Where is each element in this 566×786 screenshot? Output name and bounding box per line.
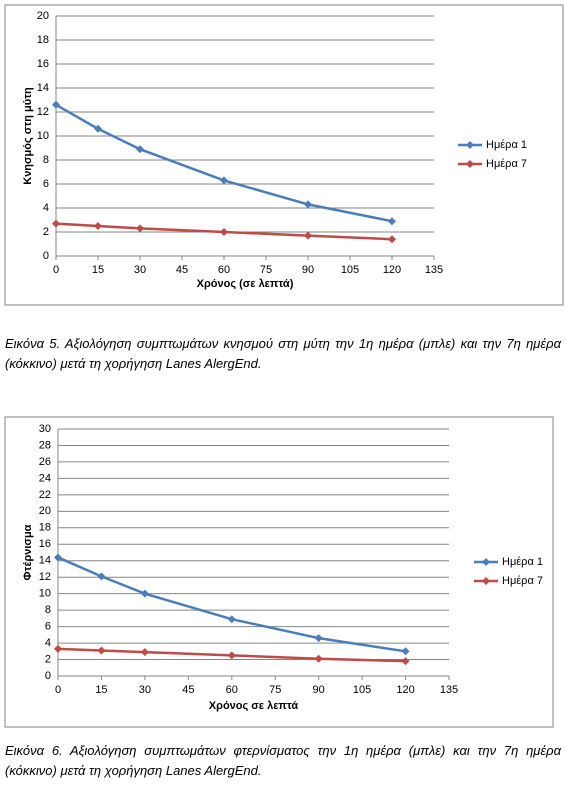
data-point <box>97 646 106 655</box>
data-point <box>54 553 62 562</box>
x-tick-label: 45 <box>182 684 194 696</box>
y-tick-label: 14 <box>37 82 49 94</box>
x-tick-label: 0 <box>55 684 61 696</box>
x-tick-label: 0 <box>53 264 59 276</box>
y-tick-label: 16 <box>37 58 49 70</box>
series-line <box>57 556 406 653</box>
x-tick-label: 105 <box>341 264 359 276</box>
data-point <box>97 572 106 581</box>
y-tick-label: 2 <box>43 226 49 238</box>
data-point <box>388 235 396 244</box>
data-point <box>54 644 62 653</box>
x-tick-label: 120 <box>396 684 414 696</box>
legend-marker <box>466 141 474 149</box>
x-axis-title: Χρόνος σε λεπτά <box>209 700 299 712</box>
y-tick-label: 6 <box>43 178 49 190</box>
data-point <box>94 124 102 133</box>
y-tick-label: 26 <box>39 456 51 468</box>
legend-label: Ημέρα 1 <box>486 139 527 151</box>
x-tick-label: 45 <box>176 264 188 276</box>
x-tick-label: 15 <box>95 684 107 696</box>
data-point <box>220 228 228 236</box>
data-point <box>388 217 396 226</box>
y-tick-label: 4 <box>45 637 51 649</box>
x-tick-label: 135 <box>425 264 443 276</box>
legend-label: Ημέρα 7 <box>502 575 543 587</box>
data-point <box>52 100 60 109</box>
x-tick-label: 15 <box>92 264 104 276</box>
data-point <box>304 231 312 240</box>
y-tick-label: 0 <box>45 670 51 682</box>
y-tick-label: 2 <box>45 653 51 665</box>
y-tick-label: 28 <box>39 439 51 451</box>
data-point <box>140 589 149 598</box>
y-tick-label: 24 <box>39 472 51 484</box>
x-tick-label: 90 <box>302 264 314 276</box>
y-tick-label: 18 <box>37 34 49 46</box>
data-point <box>314 634 323 643</box>
legend-label: Ημέρα 7 <box>486 158 527 170</box>
y-tick-label: 8 <box>45 604 51 616</box>
y-tick-label: 10 <box>39 588 51 600</box>
y-axis-title: Κνησμός στη μύτη <box>22 87 34 185</box>
data-point <box>136 224 144 233</box>
x-tick-label: 30 <box>134 264 146 276</box>
y-tick-label: 18 <box>39 522 51 534</box>
chart-frame <box>4 416 554 728</box>
data-point <box>227 651 236 660</box>
y-tick-label: 4 <box>43 202 49 214</box>
legend-marker <box>482 577 490 585</box>
y-tick-label: 30 <box>39 423 51 435</box>
x-tick-label: 30 <box>139 684 151 696</box>
y-tick-label: 14 <box>39 555 51 567</box>
caption: Εικόνα 5. Αξιολόγηση συμπτωμάτων κνησμού… <box>5 336 561 371</box>
series-line <box>55 103 393 223</box>
x-tick-label: 135 <box>440 684 458 696</box>
y-tick-label: 0 <box>43 250 49 262</box>
chart-frame <box>4 4 564 306</box>
y-tick-label: 12 <box>39 571 51 583</box>
x-tick-label: 60 <box>218 264 230 276</box>
data-point <box>401 657 410 666</box>
x-tick-label: 90 <box>313 684 325 696</box>
data-point <box>220 176 228 185</box>
y-tick-label: 20 <box>39 505 51 517</box>
data-point <box>401 647 410 656</box>
x-tick-label: 75 <box>260 264 272 276</box>
legend-marker <box>466 160 474 168</box>
series-line <box>57 647 406 663</box>
caption: Εικόνα 6. Αξιολόγηση συμπτωμάτων φτερνίσ… <box>5 743 561 778</box>
x-axis-title: Χρόνος (σε λεπτά) <box>197 278 294 290</box>
y-tick-label: 8 <box>43 154 49 166</box>
data-point <box>140 648 149 657</box>
x-tick-label: 60 <box>226 684 238 696</box>
y-tick-label: 10 <box>37 130 49 142</box>
data-point <box>314 654 323 663</box>
y-tick-label: 6 <box>45 621 51 633</box>
x-tick-label: 120 <box>383 264 401 276</box>
y-tick-label: 16 <box>39 538 51 550</box>
x-tick-label: 105 <box>353 684 371 696</box>
data-point <box>227 615 236 624</box>
data-point <box>136 145 144 154</box>
x-tick-label: 75 <box>269 684 281 696</box>
legend-marker <box>482 558 490 566</box>
legend-label: Ημέρα 1 <box>502 556 543 568</box>
y-tick-label: 12 <box>37 106 49 118</box>
data-point <box>304 200 312 209</box>
y-tick-label: 20 <box>37 10 49 22</box>
y-tick-label: 22 <box>39 489 51 501</box>
series-line <box>55 222 393 241</box>
data-point <box>94 222 102 230</box>
y-axis-title: Φτέρνισμα <box>22 524 34 580</box>
data-point <box>52 219 60 228</box>
